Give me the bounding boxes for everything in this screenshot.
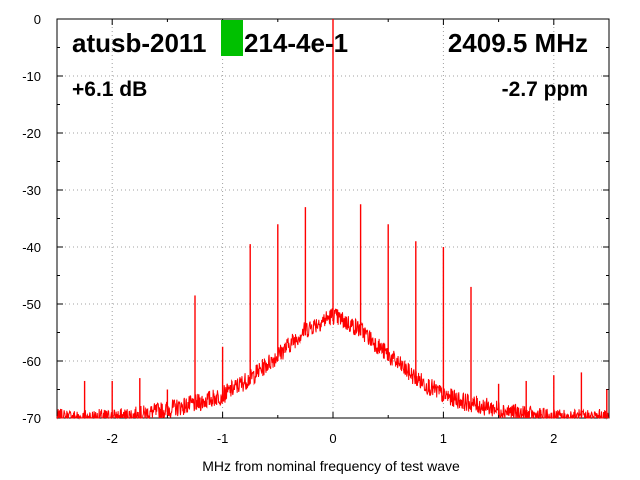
x-tick-label: -2: [106, 431, 118, 446]
y-tick-label: -20: [22, 126, 41, 141]
y-tick-label: -10: [22, 69, 41, 84]
y-tick-label: -50: [22, 297, 41, 312]
y-axis-tick-labels: 0 -10 -20 -30 -40 -50 -60 -70: [22, 12, 41, 426]
frequency-label: 2409.5 MHz: [448, 28, 588, 58]
x-axis-label: MHz from nominal frequency of test wave: [202, 458, 460, 474]
y-tick-label: 0: [34, 12, 41, 27]
green-marker: [221, 20, 243, 56]
x-tick-label: -1: [217, 431, 229, 446]
ppm-offset-label: -2.7 ppm: [502, 78, 588, 101]
x-tick-label: 0: [329, 431, 336, 446]
spur-lines: [58, 19, 608, 418]
y-tick-label: -70: [22, 411, 41, 426]
gain-label: +6.1 dB: [72, 78, 147, 101]
x-tick-label: 1: [440, 431, 447, 446]
device-id-suffix-label: 214-4e-1: [244, 28, 348, 58]
x-tick-label: 2: [550, 431, 557, 446]
y-tick-label: -40: [22, 240, 41, 255]
device-id-label: atusb-2011: [72, 28, 206, 58]
y-tick-label: -60: [22, 354, 41, 369]
x-axis-tick-labels: -2 -1 0 1 2: [106, 431, 557, 446]
y-tick-label: -30: [22, 183, 41, 198]
